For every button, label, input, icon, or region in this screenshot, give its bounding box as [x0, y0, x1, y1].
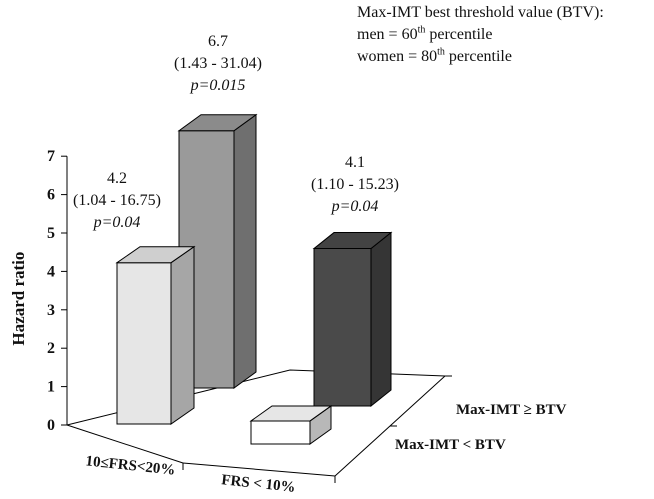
bar — [249, 404, 333, 445]
bar-side — [370, 231, 392, 408]
category-depth-2: Max-IMT < BTV — [395, 437, 506, 453]
bar-top — [177, 114, 258, 132]
bars — [115, 113, 393, 445]
legend-men: men = 60th percentile — [357, 24, 493, 43]
y-tick-label: 5 — [47, 225, 55, 242]
category-front-1: 10≤FRS<20% — [85, 453, 176, 478]
y-tick-label: 3 — [47, 302, 55, 319]
y-tick-label: 1 — [47, 379, 55, 396]
bar-top — [249, 405, 333, 422]
y-tick-label: 0 — [47, 417, 55, 434]
bar-front — [250, 420, 311, 445]
bar-ci-label: (1.10 - 15.23) — [311, 176, 399, 193]
category-front-2: FRS < 10% — [221, 472, 297, 496]
floor-left-edge — [66, 424, 184, 464]
legend-women: women = 80th percentile — [357, 46, 512, 65]
bar-top — [115, 246, 196, 264]
btv-legend: Max-IMT best threshold value (BTV): men … — [357, 2, 652, 68]
bar-value-label: 4.1 — [345, 154, 365, 171]
bar-top — [312, 232, 393, 250]
bar-side — [170, 245, 195, 425]
bar-p-label: p=0.04 — [93, 214, 141, 231]
bar-ci-label: (1.43 - 31.04) — [174, 55, 262, 72]
bar-p-label: p=0.015 — [190, 77, 246, 94]
legend-title: Max-IMT best threshold value (BTV): — [357, 4, 604, 21]
bar-annotations: 4.2 (1.04 - 16.75) p=0.04 6.7 (1.43 - 31.04)… — [73, 33, 399, 231]
y-tick-label: 6 — [47, 187, 55, 204]
bar-value-label: 6.7 — [208, 33, 228, 50]
bar-p-label: p=0.04 — [331, 198, 379, 215]
y-tick-label: 4 — [47, 263, 55, 280]
bar-value-label: 4.2 — [107, 170, 127, 187]
bar-ci-label: (1.04 - 16.75) — [73, 192, 161, 209]
y-tick-label: 2 — [47, 340, 55, 357]
bar-front — [313, 248, 372, 407]
y-tick-labels: 0 1 2 3 4 5 6 7 — [47, 148, 55, 434]
bar-side — [233, 113, 257, 389]
floor-front-edge — [182, 462, 336, 477]
bar — [115, 245, 196, 425]
category-depth-1: Max-IMT ≥ BTV — [456, 402, 567, 418]
bar-front — [116, 262, 172, 425]
y-axis-label: Hazard ratio — [9, 252, 28, 346]
y-tick-label: 7 — [47, 148, 55, 165]
bar — [312, 231, 393, 408]
